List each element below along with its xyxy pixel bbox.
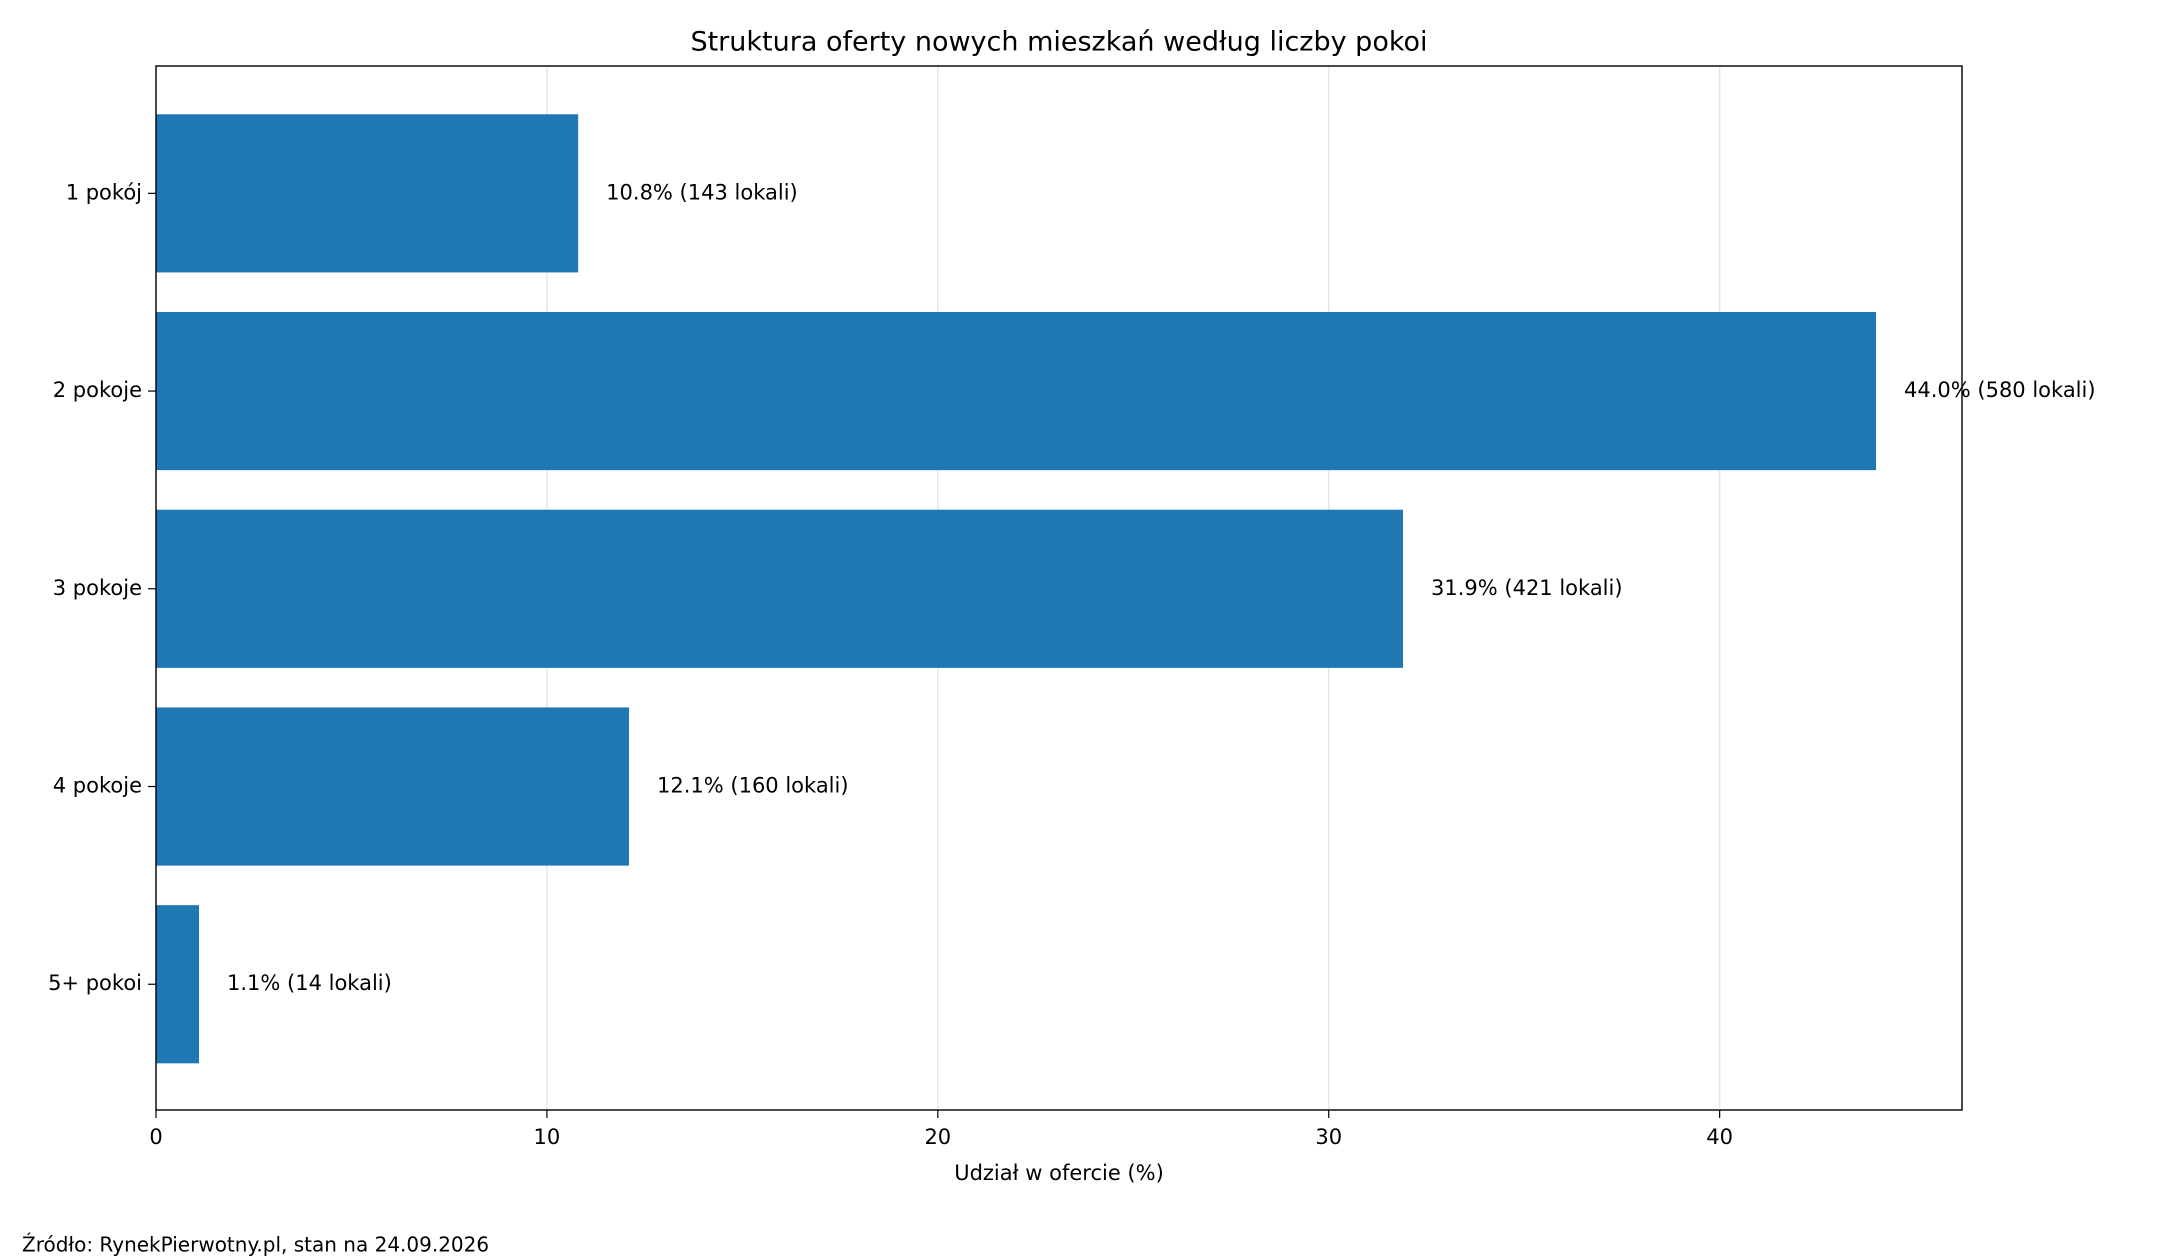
- value-label: 44.0% (580 lokali): [1904, 378, 2096, 402]
- x-tick-label: 0: [149, 1125, 162, 1149]
- y-tick-label: 2 pokoje: [53, 378, 142, 402]
- y-tick-label: 3 pokoje: [53, 576, 142, 600]
- y-tick-label: 1 pokój: [66, 180, 142, 204]
- bar: [156, 905, 199, 1064]
- bar: [156, 707, 629, 866]
- y-tick-label: 4 pokoje: [53, 774, 142, 798]
- x-tick-label: 30: [1315, 1125, 1342, 1149]
- y-tick-label: 5+ pokoi: [48, 971, 142, 995]
- x-axis-label: Udział w ofercie (%): [954, 1161, 1164, 1185]
- x-tick-label: 20: [924, 1125, 951, 1149]
- x-tick-label: 10: [534, 1125, 561, 1149]
- plot-frame: [155, 65, 1963, 1111]
- value-label: 12.1% (160 lokali): [657, 774, 849, 798]
- x-tick-label: 40: [1706, 1125, 1733, 1149]
- value-label: 10.8% (143 lokali): [606, 180, 798, 204]
- bar: [156, 311, 1876, 471]
- value-label: 31.9% (421 lokali): [1431, 576, 1623, 600]
- chart-title: Struktura oferty nowych mieszkań według …: [690, 27, 1427, 58]
- bar: [156, 114, 579, 273]
- bar: [156, 509, 1403, 668]
- source-note: Źródło: RynekPierwotny.pl, stan na 24.09…: [22, 1233, 489, 1257]
- value-label: 1.1% (14 lokali): [227, 971, 392, 995]
